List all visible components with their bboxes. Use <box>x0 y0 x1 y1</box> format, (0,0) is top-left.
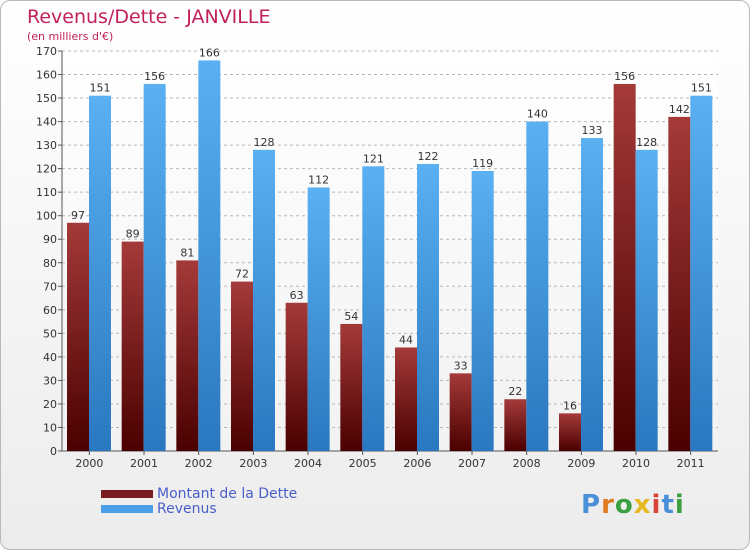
data-label-revenus: 133 <box>582 124 603 137</box>
data-label-revenus: 122 <box>418 150 439 163</box>
y-tick-label: 60 <box>43 304 57 317</box>
bar-revenus <box>635 149 658 451</box>
bar-revenus <box>581 138 603 451</box>
y-tick-label: 130 <box>36 139 57 152</box>
y-tick-label: 20 <box>43 398 57 411</box>
x-tick-label: 2009 <box>567 457 595 470</box>
legend-label-dette: Montant de la Dette <box>157 486 298 502</box>
chart-subtitle: (en milliers d'€) <box>27 30 114 43</box>
data-label-revenus: 119 <box>472 157 493 170</box>
bar-dette <box>285 302 308 451</box>
bar-revenus <box>198 60 221 451</box>
data-label-revenus: 112 <box>308 173 329 186</box>
bar-dette <box>559 413 581 451</box>
legend-swatch-dette <box>101 490 153 498</box>
bar-dette <box>121 241 144 451</box>
y-tick-label: 170 <box>36 45 57 58</box>
bar-revenus <box>526 121 549 452</box>
data-label-dette: 97 <box>71 209 85 222</box>
bar-dette <box>449 373 472 451</box>
y-tick-label: 160 <box>36 69 57 82</box>
x-tick-label: 2003 <box>239 457 267 470</box>
bar-revenus <box>690 95 713 452</box>
bar-revenus <box>89 95 111 452</box>
x-tick-label: 2002 <box>185 457 213 470</box>
bar-dette <box>395 347 417 451</box>
data-label-revenus: 121 <box>363 152 384 165</box>
y-tick-label: 150 <box>36 92 57 105</box>
y-tick-label: 120 <box>36 163 57 176</box>
legend-swatch-revenus <box>101 505 153 513</box>
legend-label-revenus: Revenus <box>157 501 217 517</box>
data-label-revenus: 156 <box>144 70 165 83</box>
x-tick-label: 2008 <box>513 457 541 470</box>
data-label-dette: 16 <box>563 399 577 412</box>
bar-revenus <box>143 83 166 452</box>
bar-dette <box>176 260 199 451</box>
y-tick-label: 0 <box>50 445 57 458</box>
data-label-dette: 44 <box>399 333 413 346</box>
data-label-dette: 54 <box>344 310 358 323</box>
data-label-revenus: 128 <box>254 136 275 149</box>
x-tick-label: 2001 <box>130 457 158 470</box>
y-tick-label: 70 <box>43 280 57 293</box>
data-label-dette: 142 <box>669 103 690 116</box>
x-tick-label: 2011 <box>677 457 705 470</box>
data-label-revenus: 166 <box>199 46 220 59</box>
data-label-revenus: 140 <box>527 108 548 121</box>
y-tick-label: 30 <box>43 374 57 387</box>
data-label-dette: 22 <box>508 385 522 398</box>
y-tick-label: 10 <box>43 421 57 434</box>
data-label-dette: 72 <box>235 268 249 281</box>
bar-dette <box>340 323 363 451</box>
logo-letter: i <box>651 490 662 520</box>
data-label-revenus: 128 <box>636 136 657 149</box>
bar-dette <box>613 83 636 452</box>
x-tick-label: 2007 <box>458 457 486 470</box>
y-tick-label: 50 <box>43 327 57 340</box>
data-label-dette: 63 <box>290 289 304 302</box>
bar-revenus <box>417 163 439 452</box>
logo-letter: r <box>601 490 615 520</box>
logo-letter: t <box>661 490 675 520</box>
data-label-dette: 81 <box>180 246 194 259</box>
logo-letter: i <box>674 490 685 520</box>
bar-dette <box>668 116 691 451</box>
x-tick-label: 2004 <box>294 457 322 470</box>
bar-revenus <box>253 149 275 451</box>
y-tick-label: 100 <box>36 210 57 223</box>
x-tick-label: 2006 <box>403 457 431 470</box>
y-tick-label: 90 <box>43 233 57 246</box>
bar-revenus <box>362 166 385 451</box>
logo-letter: x <box>633 490 652 520</box>
y-tick-label: 110 <box>36 186 57 199</box>
chart-title: Revenus/Dette - JANVILLE <box>27 6 271 28</box>
bar-dette <box>504 399 527 451</box>
logo-letter: P <box>581 490 602 520</box>
proxiti-logo: Proxiti <box>581 490 685 520</box>
data-label-dette: 156 <box>614 70 635 83</box>
plot-area <box>62 51 718 451</box>
x-tick-label: 2005 <box>349 457 377 470</box>
bar-dette <box>231 281 253 451</box>
logo-letter: o <box>614 490 634 520</box>
x-tick-label: 2000 <box>75 457 103 470</box>
bar-revenus <box>471 171 494 451</box>
y-tick-label: 40 <box>43 351 57 364</box>
data-label-dette: 89 <box>126 228 140 241</box>
y-tick-label: 80 <box>43 257 57 270</box>
data-label-revenus: 151 <box>90 82 111 95</box>
bar-dette <box>67 222 89 451</box>
y-tick-label: 140 <box>36 116 57 129</box>
bar-revenus <box>307 187 330 451</box>
x-tick-label: 2010 <box>622 457 650 470</box>
data-label-dette: 33 <box>454 359 468 372</box>
data-label-revenus: 151 <box>691 82 712 95</box>
